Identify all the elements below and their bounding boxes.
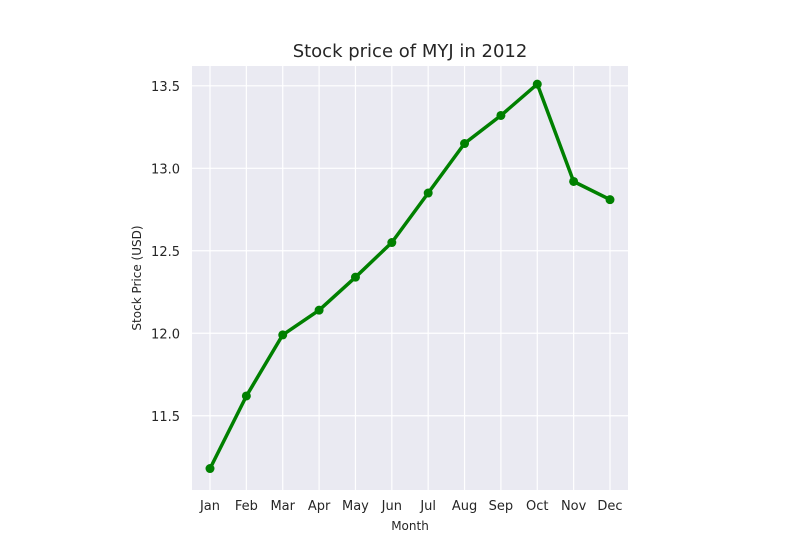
- data-point: [496, 110, 506, 120]
- data-point: [423, 188, 433, 198]
- x-tick-label: Apr: [308, 499, 331, 514]
- data-point: [350, 272, 360, 282]
- x-tick-label: Jan: [199, 499, 220, 514]
- x-tick-label: Sep: [489, 499, 514, 514]
- x-tick-label: Jul: [419, 499, 436, 514]
- y-tick-label: 13.0: [151, 162, 180, 177]
- data-point: [605, 195, 615, 205]
- plot-area: [192, 66, 628, 490]
- series-line: [208, 82, 611, 470]
- x-tick-label: Dec: [597, 499, 622, 514]
- x-tick-label: May: [342, 499, 369, 514]
- data-point: [387, 238, 397, 248]
- y-tick-label: 12.5: [151, 245, 180, 260]
- x-tick-label: Nov: [561, 499, 587, 514]
- data-point: [205, 464, 215, 474]
- x-tick-label: Aug: [452, 499, 477, 514]
- data-point: [241, 391, 251, 401]
- y-axis-ticks: 11.5 12.0 12.5 13.0 13.5: [151, 80, 180, 425]
- x-axis-ticks: Jan Feb Mar Apr May Jun Jul Aug Sep Oct Nov Dec: [199, 499, 623, 514]
- data-point: [278, 330, 288, 340]
- chart-title: Stock price of MYJ in 2012: [293, 41, 528, 62]
- x-axis-label: Month: [391, 519, 429, 533]
- data-points: [205, 79, 615, 474]
- data-point: [314, 305, 324, 315]
- grid: [192, 66, 628, 490]
- x-tick-label: Mar: [270, 499, 295, 514]
- y-tick-label: 12.0: [151, 327, 180, 342]
- x-tick-label: Feb: [235, 499, 258, 514]
- y-tick-label: 11.5: [151, 410, 180, 425]
- x-tick-label: Oct: [526, 499, 548, 514]
- data-point: [460, 139, 470, 149]
- data-point: [569, 176, 579, 186]
- y-axis-label: Stock Price (USD): [130, 225, 144, 330]
- x-tick-label: Jun: [381, 499, 402, 514]
- data-point: [532, 79, 542, 89]
- y-tick-label: 13.5: [151, 80, 180, 95]
